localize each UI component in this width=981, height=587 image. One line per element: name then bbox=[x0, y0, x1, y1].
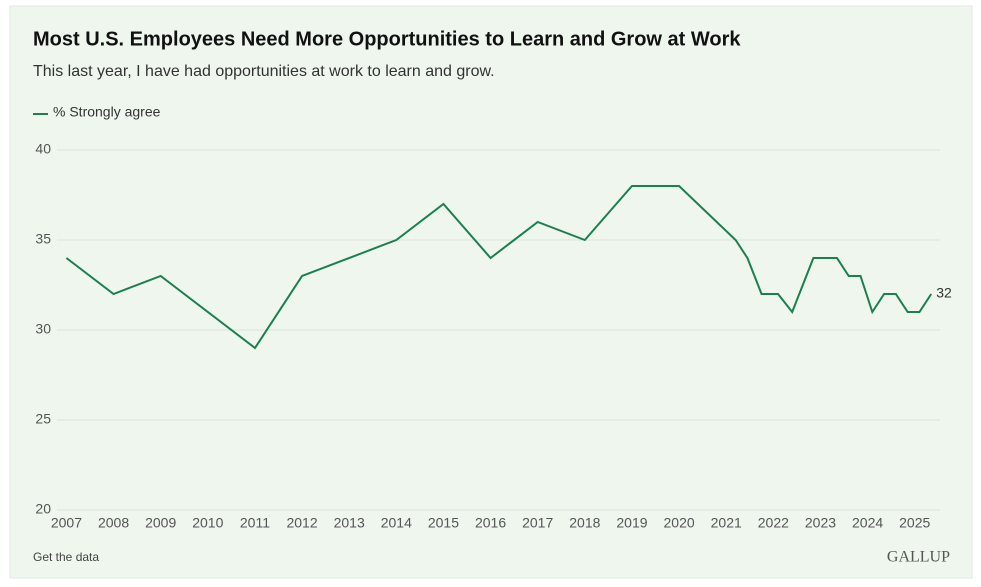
x-tick-label: 2009 bbox=[145, 515, 176, 531]
brand: GALLUP bbox=[887, 549, 950, 566]
chart-title: Most U.S. Employees Need More Opportunit… bbox=[33, 28, 741, 50]
x-tick-label: 2010 bbox=[192, 515, 223, 531]
card bbox=[9, 5, 973, 579]
x-tick-label: 2007 bbox=[51, 515, 82, 531]
y-tick-label: 35 bbox=[35, 231, 51, 247]
end-label: 32 bbox=[936, 285, 952, 301]
x-tick-label: 2016 bbox=[475, 515, 506, 531]
y-tick-label: 25 bbox=[35, 411, 51, 427]
x-tick-label: 2018 bbox=[569, 515, 600, 531]
x-tick-label: 2017 bbox=[522, 515, 553, 531]
x-tick-label: 2012 bbox=[286, 515, 317, 531]
x-tick-label: 2021 bbox=[711, 515, 742, 531]
x-tick-label: 2023 bbox=[805, 515, 836, 531]
legend-label: % Strongly agree bbox=[53, 104, 161, 120]
x-tick-label: 2024 bbox=[852, 515, 883, 531]
x-tick-label: 2022 bbox=[758, 515, 789, 531]
x-tick-label: 2013 bbox=[334, 515, 365, 531]
y-tick-label: 40 bbox=[35, 141, 51, 157]
chart-subtitle: This last year, I have had opportunities… bbox=[33, 63, 495, 80]
y-tick-label: 20 bbox=[35, 501, 51, 517]
x-tick-label: 2008 bbox=[98, 515, 129, 531]
x-tick-label: 2015 bbox=[428, 515, 459, 531]
x-tick-label: 2014 bbox=[381, 515, 412, 531]
y-tick-label: 30 bbox=[35, 321, 51, 337]
x-tick-label: 2020 bbox=[664, 515, 695, 531]
footer-link[interactable]: Get the data bbox=[33, 550, 99, 564]
x-tick-label: 2019 bbox=[616, 515, 647, 531]
data-line bbox=[65, 185, 933, 350]
x-tick-label: 2011 bbox=[240, 515, 270, 531]
x-tick-label: 2025 bbox=[899, 515, 930, 531]
